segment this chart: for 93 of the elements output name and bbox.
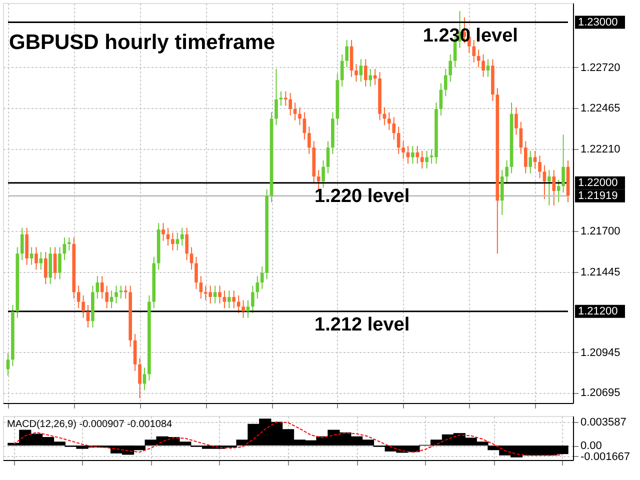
candlestick [180,227,184,246]
ref-line-label: 1.212 level [314,314,410,336]
candlestick [222,290,226,309]
candlestick [528,150,532,174]
candlestick [326,140,330,174]
candlestick [58,246,62,280]
candlestick [96,276,100,300]
candlestick [542,164,546,200]
candlestick [76,285,80,309]
candlestick [562,134,565,194]
candlestick [138,358,142,399]
text: GBPUSD hourly timeframe [9,31,276,54]
y-tick-label: 0.00 [580,440,602,452]
candlestick [538,155,542,179]
candlestick [228,290,231,309]
candlestick [448,54,452,82]
candlestick [293,102,297,121]
candlestick [425,150,428,169]
y-tick-label: 1.20695 [580,387,620,400]
candlestick [416,145,420,164]
chart-title: MACD(12,26,9) -0.000907 -0.001084 [7,419,173,430]
candlestick [411,145,414,164]
candlestick [105,285,108,309]
candlestick [44,251,48,285]
candlestick [114,285,118,304]
candlestick [420,150,424,169]
candlestick [162,222,165,242]
candlestick [322,160,325,188]
candlestick [396,126,400,155]
candlestick [213,285,217,304]
candlestick [368,68,372,88]
candlestick [176,232,180,251]
candlestick [260,266,264,290]
candlestick [402,140,405,160]
candlestick [251,285,254,314]
candlestick [236,294,240,314]
candlestick [68,237,71,251]
text: 1.22000 [578,176,618,189]
ref-line-label: 1.220 level [314,186,410,207]
candlestick [53,246,57,280]
y-tick-label: 1.21700 [580,226,620,238]
candlestick [34,246,38,270]
candlestick [359,58,363,82]
candlestick [552,170,556,206]
y-tick-label: 1.22465 [580,102,620,115]
candlestick [476,49,480,68]
y-tick-label: 1.21445 [580,266,620,279]
candlestick [392,116,396,140]
candlestick [256,276,260,300]
candlestick [556,179,560,203]
candlestick [246,300,250,318]
candlestick [124,285,128,300]
text: 1.21919 [578,190,618,202]
candlestick [514,106,518,136]
candlestick [100,276,104,300]
candlestick [30,246,34,266]
candlestick [218,285,222,304]
candlestick [345,39,348,68]
candlestick [171,232,174,251]
y-tick-label: -0.001667 [580,451,630,463]
candlestick [505,160,508,184]
y-tick-label: 1.22210 [580,144,620,156]
candlestick [302,112,306,140]
candlestick [284,90,288,106]
candlestick [364,58,368,88]
text: 1.23000 [578,16,618,28]
candlestick [472,39,476,63]
candlestick [274,68,278,126]
candlestick [444,68,448,97]
candlestick [486,58,490,78]
candlestick [194,256,198,290]
candlestick [110,290,114,309]
candlestick [388,112,391,130]
candlestick [340,54,344,88]
candlestick [439,82,443,116]
text: 1.21200 [578,305,618,318]
candlestick [533,150,537,169]
candlestick [354,64,358,82]
candlestick [288,92,292,116]
candlestick [482,54,485,78]
candlestick [185,227,188,261]
y-tick-label: 0.003587 [580,416,626,428]
candlestick [524,140,528,174]
candlestick [308,126,311,155]
candlestick [548,170,551,206]
candlestick [232,290,236,309]
y-tick-label: 1.20945 [580,346,620,359]
candlestick [82,294,85,318]
candlestick [6,352,10,376]
candlestick [20,227,24,261]
candlestick [242,300,245,318]
candlestick [298,106,302,126]
y-tick-label: 1.22720 [580,62,620,74]
